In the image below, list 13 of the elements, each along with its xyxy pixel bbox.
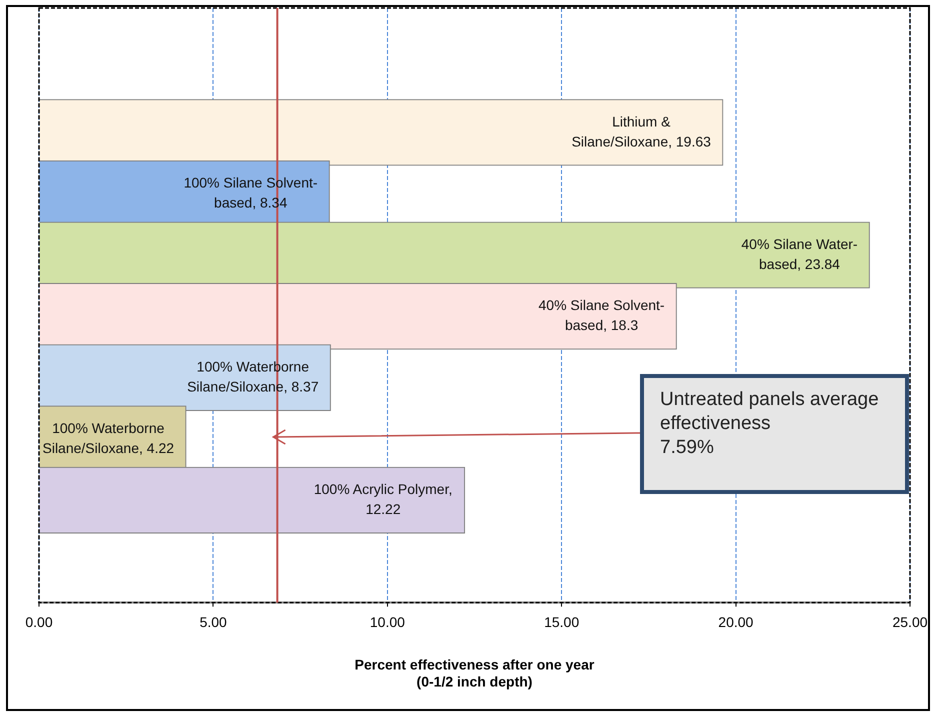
callout-box: Untreated panels average effectiveness 7.59%	[640, 374, 909, 494]
x-axis-title: Percent effectiveness after one year (0-1/2 inch depth)	[354, 656, 595, 690]
data-label: 100% Acrylic Polymer, 12.22	[314, 481, 452, 518]
x-tick-label: 5.00	[200, 614, 228, 630]
x-tick-label: 0.00	[25, 614, 53, 630]
x-tick-label: 10.00	[370, 614, 406, 630]
data-label: 100% Waterborne Silane/Siloxane, 4.22	[42, 420, 174, 456]
x-tick-label: 15.00	[544, 614, 580, 630]
data-label: 40% Silane Solvent-based, 18.3	[538, 297, 665, 334]
data-label: Lithium & Silane/Siloxane, 19.63	[572, 113, 712, 150]
x-tick-label: 20.00	[718, 614, 754, 630]
x-tick-label: 25.00	[892, 614, 928, 630]
data-label: 40% Silane Water-based, 23.84	[741, 236, 858, 272]
